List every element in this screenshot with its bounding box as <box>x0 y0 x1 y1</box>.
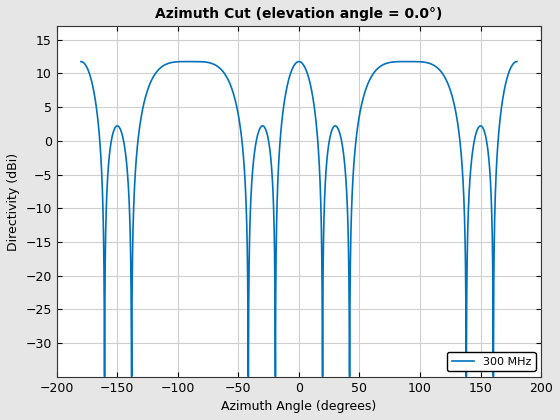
300 MHz <box>107 143 114 148</box>
300 MHz <box>183 59 189 64</box>
X-axis label: Azimuth Angle (degrees): Azimuth Angle (degrees) <box>221 400 376 413</box>
300 MHz <box>340 151 347 156</box>
300 MHz <box>245 308 251 313</box>
300 MHz <box>514 59 520 64</box>
300 MHz <box>101 374 108 379</box>
Y-axis label: Directivity (dBi): Directivity (dBi) <box>7 152 20 250</box>
Legend: 300 MHz: 300 MHz <box>447 352 535 371</box>
300 MHz <box>401 59 408 64</box>
300 MHz <box>186 59 193 64</box>
300 MHz <box>78 59 85 64</box>
Line: 300 MHz: 300 MHz <box>81 62 517 377</box>
Title: Azimuth Cut (elevation angle = 0.0°): Azimuth Cut (elevation angle = 0.0°) <box>155 7 442 21</box>
300 MHz <box>314 135 321 140</box>
